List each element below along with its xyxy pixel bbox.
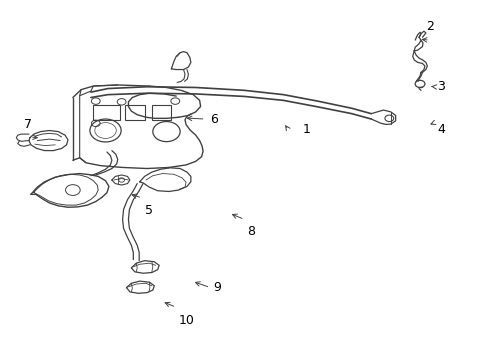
Text: 1: 1 — [303, 123, 310, 136]
Text: 4: 4 — [436, 123, 444, 136]
Bar — [93, 105, 120, 120]
Text: 8: 8 — [246, 225, 254, 238]
Text: 5: 5 — [144, 204, 152, 217]
Text: 9: 9 — [212, 281, 220, 294]
Bar — [125, 105, 144, 120]
Text: 6: 6 — [210, 113, 218, 126]
Text: 3: 3 — [436, 80, 444, 93]
Text: 7: 7 — [23, 117, 31, 131]
Bar — [152, 105, 171, 120]
Text: 2: 2 — [425, 20, 433, 33]
Text: 10: 10 — [178, 314, 194, 327]
